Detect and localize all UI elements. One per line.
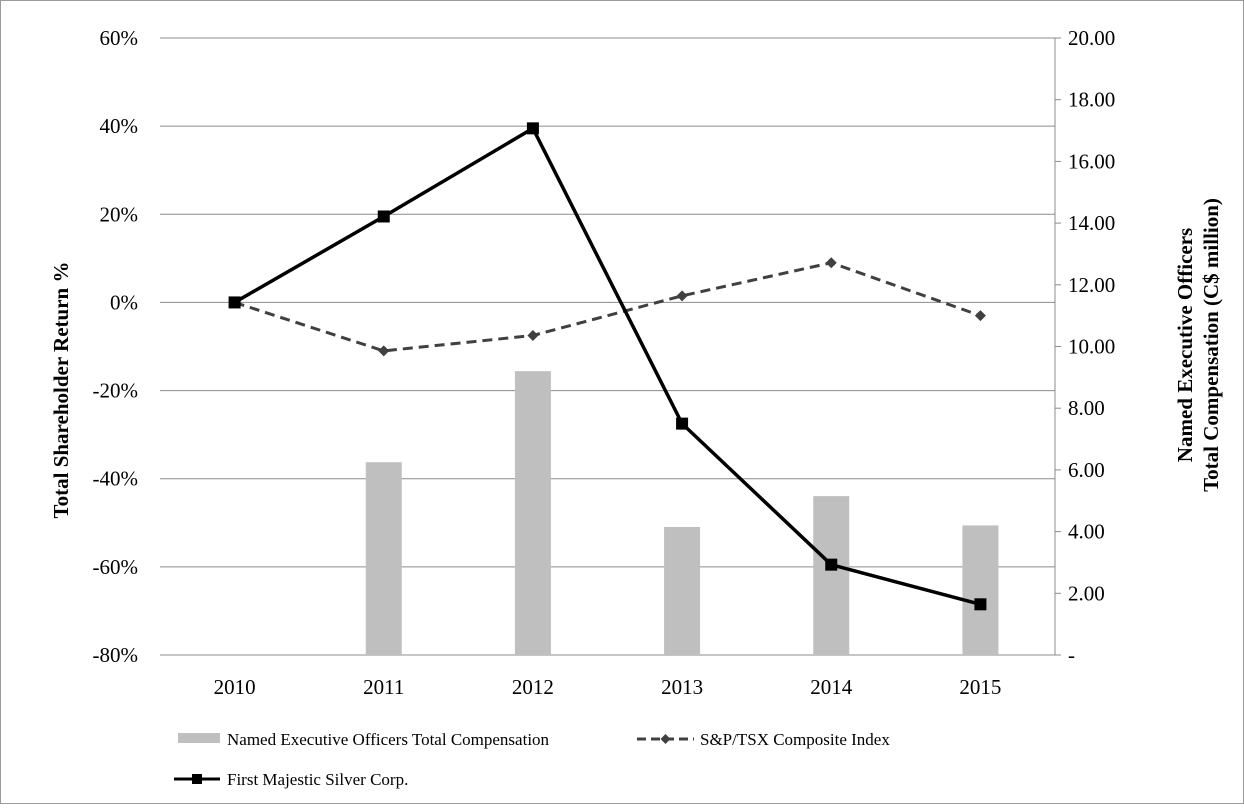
y-left-tick-label: -80% bbox=[93, 643, 139, 667]
point-first-majestic-2015 bbox=[974, 598, 987, 611]
bar-compensation-2015 bbox=[962, 525, 999, 655]
legend-swatch-firstmajestic-marker bbox=[192, 774, 202, 784]
legend-label-sptsx: S&P/TSX Composite Index bbox=[700, 730, 890, 749]
point-first-majestic-2014 bbox=[825, 558, 838, 571]
bar-compensation-2013 bbox=[664, 526, 701, 655]
axes bbox=[1054, 37, 1061, 656]
bar-compensation-2014 bbox=[813, 496, 850, 655]
y-right-tick-label: 20.00 bbox=[1068, 26, 1115, 50]
x-tick-label: 2015 bbox=[959, 675, 1001, 699]
point-sptsx-2015 bbox=[974, 310, 986, 322]
x-tick-label: 2013 bbox=[661, 675, 703, 699]
x-tick-label: 2010 bbox=[214, 675, 256, 699]
point-sptsx-2013 bbox=[676, 290, 688, 302]
line-first-majestic bbox=[233, 125, 981, 607]
line-sptsx bbox=[234, 261, 981, 353]
point-sptsx-2014 bbox=[825, 257, 837, 269]
bar-series bbox=[365, 371, 999, 655]
y-right-tick-label: 4.00 bbox=[1068, 520, 1105, 544]
y-right-tick-label: 14.00 bbox=[1068, 211, 1115, 235]
y-right-tick-label: 16.00 bbox=[1068, 149, 1115, 173]
x-tick-label: 2014 bbox=[810, 675, 853, 699]
legend-swatch-sptsx-marker bbox=[660, 734, 671, 744]
y-left-tick-label: 40% bbox=[100, 114, 139, 138]
y-right-tick-label: - bbox=[1068, 643, 1075, 667]
point-first-majestic-2013 bbox=[676, 417, 689, 430]
y-left-tick-label: -40% bbox=[93, 467, 139, 491]
gridlines bbox=[160, 37, 1055, 656]
y-right-tick-label: 18.00 bbox=[1068, 88, 1115, 112]
y-right-tick-label: 6.00 bbox=[1068, 458, 1105, 482]
point-first-majestic-2010 bbox=[228, 296, 241, 309]
bar-compensation-2012 bbox=[514, 371, 551, 655]
point-sptsx-2012 bbox=[527, 329, 539, 341]
y-right-axis-title-line2: Total Compensation (C$ million) bbox=[1199, 198, 1223, 492]
y-left-tick-label: 60% bbox=[100, 26, 139, 50]
tick-labels: 60% 40% 20% 0% -20% -40% -60% -80% 20.00 18.00 16.… bbox=[93, 26, 1116, 699]
y-left-tick-label: 0% bbox=[110, 290, 138, 314]
y-right-tick-label: 8.00 bbox=[1068, 396, 1105, 420]
y-right-tick-label: 10.00 bbox=[1068, 335, 1115, 359]
bar-compensation-2011 bbox=[365, 462, 402, 655]
y-left-tick-label: -20% bbox=[93, 379, 139, 403]
legend-label-firstmajestic: First Majestic Silver Corp. bbox=[227, 770, 408, 789]
y-left-axis-title: Total Shareholder Return % bbox=[49, 262, 73, 519]
line-series bbox=[228, 122, 987, 611]
y-left-tick-label: 20% bbox=[100, 202, 139, 226]
y-left-tick-label: -60% bbox=[93, 555, 139, 579]
legend-label-compensation: Named Executive Officers Total Compensat… bbox=[227, 730, 550, 749]
y-right-axis-title-line1: Named Executive Officers bbox=[1173, 228, 1197, 462]
legend-swatch-compensation bbox=[178, 733, 220, 743]
y-right-tick-label: 2.00 bbox=[1068, 581, 1105, 605]
point-first-majestic-2012 bbox=[526, 122, 539, 135]
y-right-tick-label: 12.00 bbox=[1068, 273, 1115, 297]
x-tick-label: 2012 bbox=[512, 675, 554, 699]
legend: Named Executive Officers Total Compensat… bbox=[174, 730, 890, 789]
point-sptsx-2011 bbox=[378, 345, 390, 357]
x-tick-label: 2011 bbox=[363, 675, 404, 699]
point-first-majestic-2011 bbox=[377, 210, 390, 223]
